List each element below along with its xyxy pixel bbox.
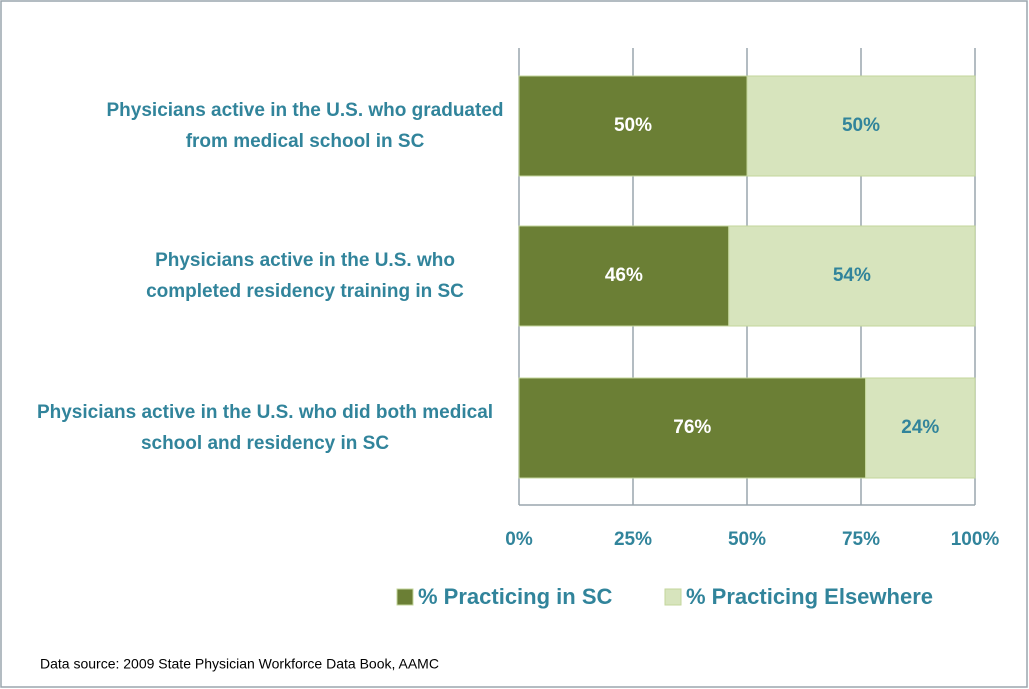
bar-segment <box>746 75 976 177</box>
value-label: 46% <box>605 265 643 286</box>
source-note: Data source: 2009 State Physician Workfo… <box>40 656 439 672</box>
category-label: Physicians active in the U.S. who did bo… <box>36 402 494 454</box>
category-label: Physicians active in the U.S. who gradua… <box>106 100 504 152</box>
x-tick-label: 50% <box>728 529 766 550</box>
value-label: 50% <box>614 115 652 136</box>
value-label: 24% <box>901 417 939 438</box>
x-tick-label: 0% <box>505 529 533 550</box>
bar-segment <box>728 225 976 327</box>
legend-swatch <box>664 588 682 606</box>
value-label: 50% <box>842 115 880 136</box>
x-tick-label: 100% <box>951 529 1000 550</box>
x-tick-label: 75% <box>842 529 880 550</box>
x-tick-label: 25% <box>614 529 652 550</box>
value-label: 54% <box>833 265 871 286</box>
bar-segment <box>518 75 748 177</box>
bar-segment <box>518 225 730 327</box>
legend-label: % Practicing in SC <box>418 584 612 609</box>
bar-segment <box>518 377 867 479</box>
legend-label: % Practicing Elsewhere <box>686 584 933 609</box>
category-label: Physicians active in the U.S. who comple… <box>146 250 464 302</box>
bar-segment <box>865 377 976 479</box>
value-label: 76% <box>673 417 711 438</box>
legend-swatch <box>396 588 414 606</box>
